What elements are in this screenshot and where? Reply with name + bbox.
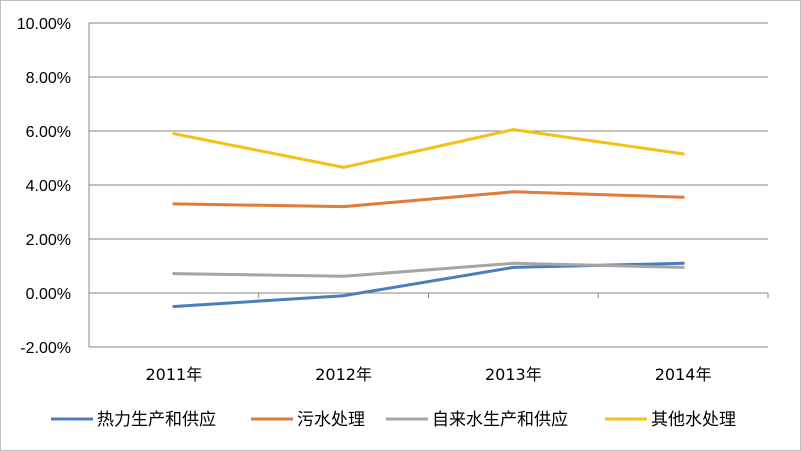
legend-label: 自来水生产和供应 [432,410,568,430]
y-tick-label: -2.00% [20,340,71,357]
data-point [172,272,176,276]
x-tick-label: 2012年 [315,365,372,384]
y-tick-labels: -2.00% 0.00% 2.00% 4.00% 6.00% 8.00% 10.00% [17,16,71,357]
legend-label: 污水处理 [297,410,365,430]
data-point [511,128,515,132]
series-line-2 [172,190,685,209]
data-point [511,265,515,269]
x-tick-labels: 2011年 2012年 2013年 2014年 [146,365,712,384]
data-point [511,261,515,265]
series-lines [172,128,685,308]
series-line-4 [172,128,685,169]
data-point [681,195,685,199]
data-point [342,205,346,209]
y-tick-label: 0.00% [26,286,71,303]
gridlines [89,22,768,348]
y-tick-label: 4.00% [26,178,71,195]
y-tick-label: 2.00% [26,232,71,249]
legend-label: 热力生产和供应 [97,410,216,430]
legend-label: 其他水处理 [651,410,736,430]
axes [88,23,769,347]
data-point [172,305,176,308]
x-tick-label: 2013年 [485,365,542,384]
y-tick-label: 8.00% [26,70,71,87]
x-tick-label: 2011年 [146,365,203,384]
data-point [511,190,515,194]
y-tick-label: 10.00% [17,16,71,33]
data-point [172,132,176,136]
data-point [172,202,176,206]
x-tick-label: 2014年 [655,365,712,384]
data-point [681,261,685,265]
data-point [342,294,346,298]
series-line-3 [172,261,685,278]
data-point [681,265,685,269]
data-point [681,152,685,156]
data-point [342,274,346,278]
y-tick-label: 6.00% [26,124,71,141]
legend: 热力生产和供应 污水处理 自来水生产和供应 其他水处理 [51,410,736,430]
data-point [342,165,346,169]
